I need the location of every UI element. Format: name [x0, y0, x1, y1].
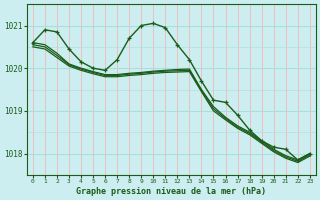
X-axis label: Graphe pression niveau de la mer (hPa): Graphe pression niveau de la mer (hPa) — [76, 187, 266, 196]
